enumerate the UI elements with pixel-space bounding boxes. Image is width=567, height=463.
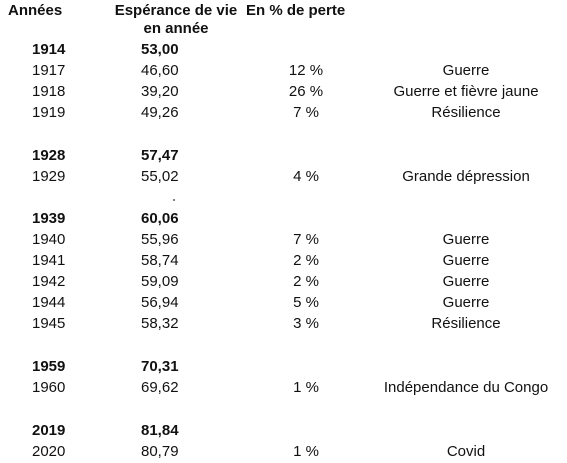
cause-cell: Guerre et fièvre jaune [393,83,539,100]
year-cell: 1945 [32,315,66,332]
header-life-line1: Espérance de vie [114,2,238,19]
cause-cell: Grande dépression [402,168,530,185]
life-expectancy-cell: 69,62 [141,379,179,396]
stray-dot [173,199,175,201]
year-cell: 1959 [32,358,66,375]
loss-cell: 1 % [293,443,319,460]
table-row: 1959 70,31 [0,356,567,377]
year-cell: 1917 [32,62,66,79]
table-row: 1929 55,02 4 % Grande dépression [0,166,567,187]
life-expectancy-cell: 53,00 [141,41,179,58]
loss-cell: 4 % [293,168,319,185]
header-loss-percent: En % de perte [246,2,346,19]
cause-cell: Résilience [431,104,501,121]
year-cell: 1960 [32,379,66,396]
header-life-expectancy: Espérance de vie en année [110,2,242,38]
year-cell: 1940 [32,231,66,248]
loss-cell: 7 % [293,231,319,248]
year-cell: 1929 [32,168,66,185]
header-years: Années [8,2,63,19]
life-expectancy-cell: 58,32 [141,315,179,332]
table-row: 1941 58,74 2 % Guerre [0,250,567,271]
table-row: 1944 56,94 5 % Guerre [0,292,567,313]
loss-cell: 2 % [293,252,319,269]
life-expectancy-cell: 56,94 [141,294,179,311]
table-row: 1919 49,26 7 % Résilience [0,102,567,123]
cause-cell: Indépendance du Congo [383,379,549,396]
life-expectancy-cell: 39,20 [141,83,179,100]
table-row: 1960 69,62 1 % Indépendance du Congo [0,377,567,398]
loss-cell: 2 % [293,273,319,290]
table-row: 1945 58,32 3 % Résilience [0,313,567,334]
table-row: 1914 53,00 [0,39,567,60]
loss-cell: 5 % [293,294,319,311]
table-row: 1940 55,96 7 % Guerre [0,229,567,250]
year-cell: 1928 [32,147,66,164]
life-expectancy-cell: 55,96 [141,231,179,248]
life-expectancy-cell: 59,09 [141,273,179,290]
life-expectancy-cell: 60,06 [141,210,179,227]
table-row: 1917 46,60 12 % Guerre [0,60,567,81]
year-cell: 1919 [32,104,66,121]
header-life-line2: en année [143,20,209,37]
year-cell: 2020 [32,443,66,460]
table-row: 1939 60,06 [0,208,567,229]
year-cell: 1939 [32,210,66,227]
year-cell: 1944 [32,294,66,311]
year-cell: 1914 [32,41,66,58]
cause-cell: Guerre [442,231,490,248]
year-cell: 2019 [32,422,66,439]
life-expectancy-cell: 58,74 [141,252,179,269]
cause-cell: Guerre [442,252,490,269]
cause-cell: Guerre [442,62,490,79]
year-cell: 1941 [32,252,66,269]
life-expectancy-cell: 57,47 [141,147,179,164]
loss-cell: 26 % [288,83,324,100]
table-row: 1942 59,09 2 % Guerre [0,271,567,292]
loss-cell: 7 % [293,104,319,121]
loss-cell: 1 % [293,379,319,396]
year-cell: 1918 [32,83,66,100]
year-cell: 1942 [32,273,66,290]
life-expectancy-cell: 55,02 [141,168,179,185]
table-row: 1928 57,47 [0,145,567,166]
cause-cell: Résilience [431,315,501,332]
cause-cell: Guerre [442,273,490,290]
life-expectancy-cell: 80,79 [141,443,179,460]
table-row: 1918 39,20 26 % Guerre et fièvre jaune [0,81,567,102]
cause-cell: Guerre [442,294,490,311]
table-row: 2020 80,79 1 % Covid [0,441,567,462]
life-expectancy-cell: 46,60 [141,62,179,79]
cause-cell: Covid [446,443,486,460]
table-row: 2019 81,84 [0,420,567,441]
loss-cell: 12 % [288,62,324,79]
life-expectancy-cell: 70,31 [141,358,179,375]
loss-cell: 3 % [293,315,319,332]
life-expectancy-cell: 81,84 [141,422,179,439]
life-expectancy-cell: 49,26 [141,104,179,121]
